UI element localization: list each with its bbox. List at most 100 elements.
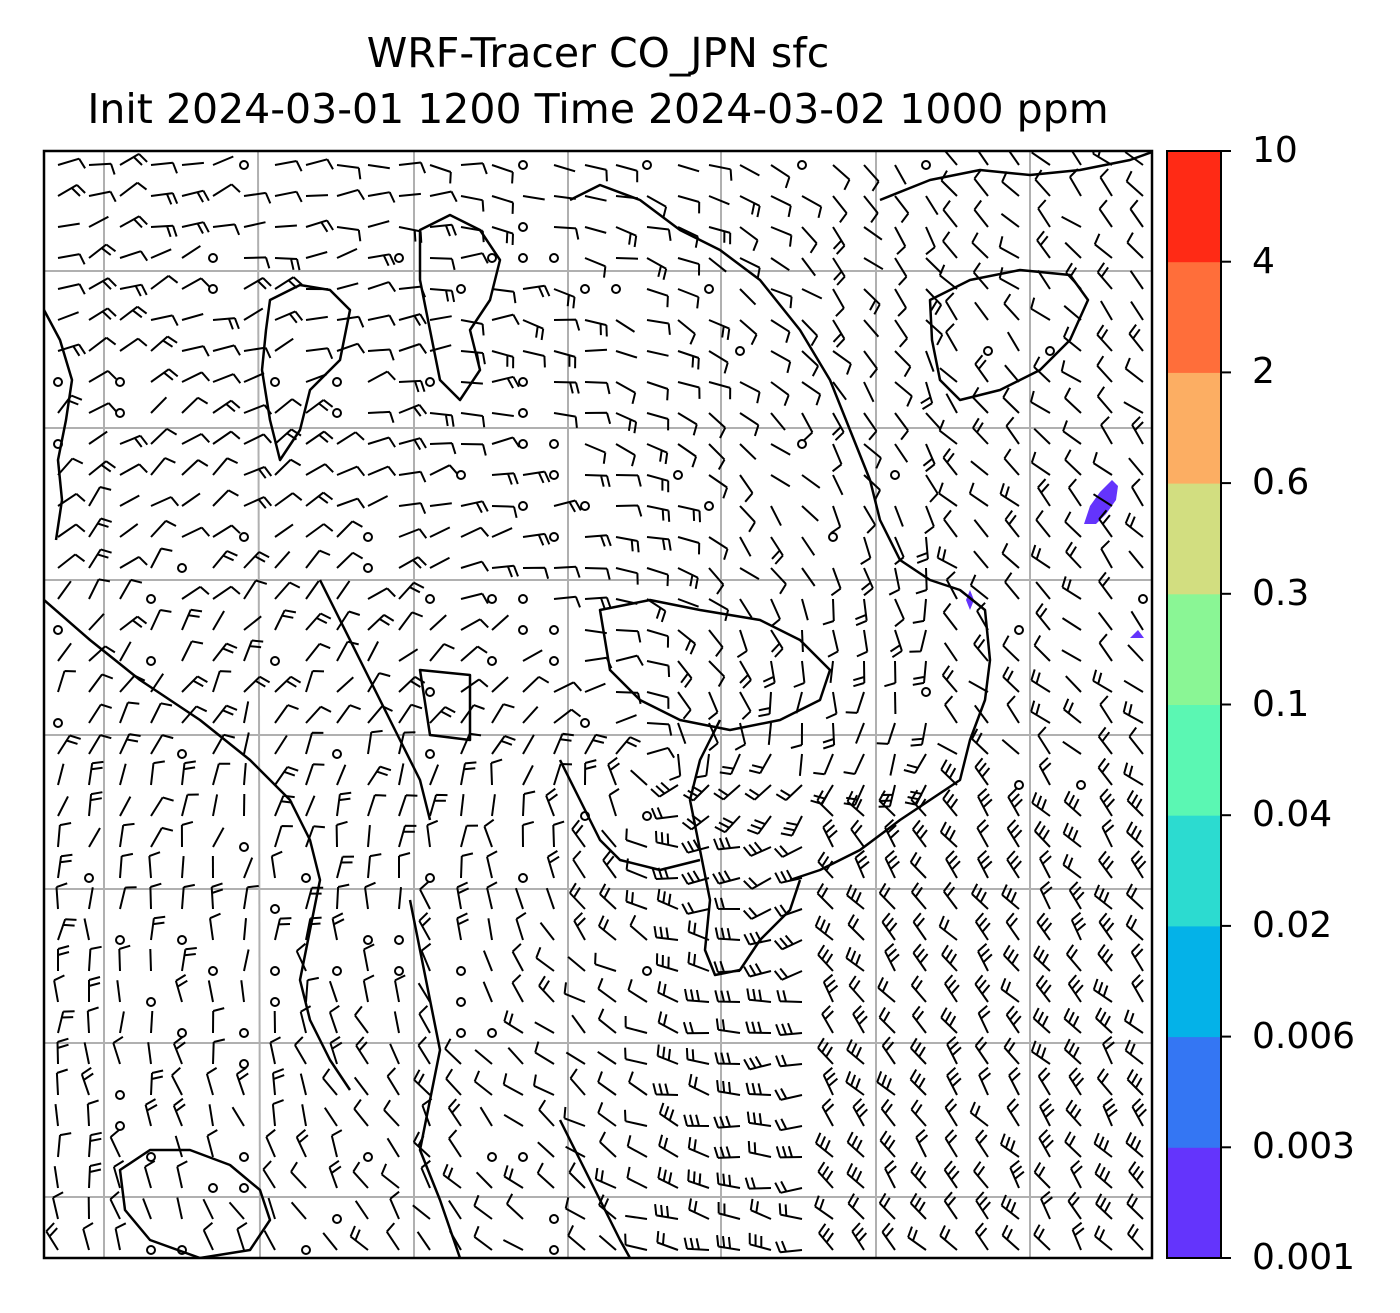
wind-barb (1068, 881, 1085, 910)
wind-barb (683, 1237, 710, 1251)
wind-barb (973, 168, 989, 197)
wind-barb (1003, 1037, 1020, 1065)
wind-barb (976, 819, 990, 848)
wind-barb (421, 1097, 433, 1127)
calm-wind-marker (704, 501, 714, 511)
wind-barb (938, 419, 958, 445)
wind-barb (553, 226, 580, 240)
wind-barb (822, 1066, 839, 1096)
wind-barb (212, 489, 239, 507)
wind-barb (329, 1036, 343, 1065)
calm-wind-marker (549, 1214, 559, 1224)
wind-barb (460, 252, 489, 264)
wind-barb (1065, 675, 1082, 693)
wind-barb (367, 729, 383, 755)
wind-barb (491, 288, 517, 304)
wind-barb (860, 536, 872, 565)
wind-barb (1062, 698, 1082, 724)
wind-barb (714, 815, 741, 834)
wind-barb (88, 703, 113, 724)
wind-barb (939, 821, 958, 848)
wind-barb (243, 551, 270, 569)
wind-barb (971, 232, 989, 259)
wind-barb (1038, 757, 1052, 786)
wind-barb (1033, 945, 1051, 972)
wind-barb (144, 1098, 158, 1127)
wind-barb (1129, 199, 1144, 228)
wind-barb (615, 319, 636, 333)
coastline-northeast-island (928, 268, 1090, 402)
wind-barb (305, 523, 334, 538)
wind-barb (1124, 357, 1144, 383)
wind-barb (212, 430, 241, 445)
calm-wind-marker (301, 1245, 311, 1255)
calm-wind-marker (735, 346, 745, 356)
wind-barb (181, 526, 211, 538)
wind-barb (969, 574, 989, 600)
wind-barb (978, 1066, 992, 1096)
wind-barb (1069, 168, 1082, 197)
wind-barb (942, 231, 958, 259)
calm-wind-marker (363, 935, 373, 945)
wind-barb (336, 164, 362, 180)
wind-barb (243, 372, 265, 383)
wind-barb (208, 1104, 214, 1127)
wind-barb (597, 1008, 617, 1034)
colorbar-tick-label: 0.001 (1252, 1237, 1356, 1278)
wind-barb (943, 881, 958, 910)
wind-barb (1065, 541, 1082, 569)
calm-wind-marker (53, 718, 63, 728)
wind-barb (1030, 1040, 1051, 1065)
wind-barb (57, 763, 65, 786)
wind-barb (353, 1076, 369, 1096)
wind-barb (1037, 270, 1051, 290)
wind-barb (903, 753, 927, 774)
wind-barb (762, 660, 776, 689)
calm-wind-marker (239, 1152, 249, 1162)
wind-barb (301, 1104, 307, 1127)
wind-barb (1070, 151, 1082, 166)
wind-barb (916, 536, 929, 564)
wind-barb (822, 818, 838, 848)
wind-barb (88, 673, 114, 693)
wind-barb (88, 578, 111, 600)
calm-wind-marker (487, 656, 497, 666)
wind-barb (714, 927, 741, 941)
wind-barb (398, 226, 423, 243)
wind-barb (305, 886, 324, 910)
wind-barb (119, 641, 132, 662)
wind-barb (775, 1240, 803, 1254)
wind-barb (831, 443, 843, 473)
wind-barb (739, 257, 761, 280)
wind-barb (1128, 550, 1144, 569)
wind-barb (305, 731, 324, 755)
wind-barb (1067, 1191, 1082, 1220)
wind-barb (817, 1037, 834, 1065)
wind-barb (925, 350, 935, 372)
wind-barb (910, 722, 927, 747)
wind-barb (57, 457, 84, 476)
wind-barb (658, 1134, 679, 1158)
wind-barb (584, 319, 608, 337)
wind-barb (88, 887, 94, 910)
wind-barb (584, 733, 608, 755)
wind-barb (212, 524, 241, 538)
wind-barb (56, 1037, 69, 1065)
wind-barb (677, 350, 700, 370)
wind-barb (491, 195, 514, 214)
wind-barb (876, 722, 896, 745)
wind-barb (181, 345, 210, 357)
wind-barb (212, 610, 225, 631)
wind-barb (912, 912, 927, 941)
wind-barb (855, 598, 868, 627)
wind-barb (202, 1198, 214, 1220)
wind-barb (148, 851, 161, 879)
wind-barb (977, 1004, 991, 1034)
calm-wind-marker (425, 873, 435, 883)
calm-wind-marker (177, 563, 187, 573)
wind-barb (398, 192, 421, 197)
wind-barb (181, 245, 201, 259)
wind-barb (716, 1079, 741, 1096)
wind-barb (973, 199, 989, 228)
wind-barb (816, 790, 834, 817)
